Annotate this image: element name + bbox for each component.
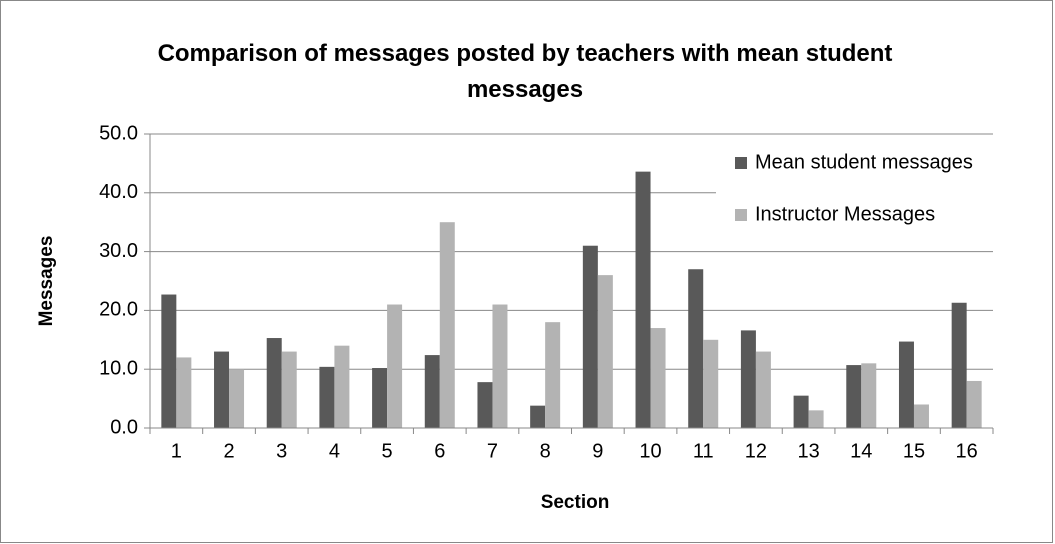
x-tick-label: 7 [487,440,498,462]
x-tick-label: 5 [382,440,393,462]
bar [582,245,598,428]
bar [229,369,245,428]
legend-label: Instructor Messages [755,203,935,225]
bar [635,171,651,428]
x-tick-label: 4 [329,440,340,462]
bar [492,304,508,428]
bar [424,355,440,428]
x-tick-label: 2 [223,440,234,462]
bar [755,351,771,428]
x-tick-label: 15 [903,440,925,462]
y-tick-label: 20.0 [99,299,138,321]
x-tick-label: 14 [850,440,872,462]
bar [913,404,929,428]
bar [545,322,561,428]
y-tick-label: 40.0 [99,181,138,203]
legend-swatch [735,209,747,221]
bar [793,395,809,428]
x-tick-label: 10 [639,440,661,462]
bar [176,357,192,428]
legend-swatch [735,157,747,169]
bar [477,382,493,428]
bar [951,302,967,428]
chart-title: Comparison of messages posted by teacher… [157,40,893,103]
bar [214,351,230,428]
legend-background [716,140,1036,240]
x-tick-label: 1 [171,440,182,462]
legend-label: Mean student messages [755,151,973,173]
bar [966,380,982,428]
x-tick-label: 3 [276,440,287,462]
bar [861,363,877,428]
bar [281,351,297,428]
bar [846,365,862,428]
x-tick-label: 9 [592,440,603,462]
y-tick-label: 50.0 [99,122,138,144]
x-tick-label: 6 [434,440,445,462]
bar [808,410,824,428]
bar [703,339,719,428]
y-tick-label: 10.0 [99,357,138,379]
bar [372,368,388,428]
y-tick-label: 30.0 [99,240,138,262]
y-tick-label: 0.0 [110,416,138,438]
x-tick-label: 16 [956,440,978,462]
x-tick-label: 11 [693,440,714,462]
x-tick-label: 12 [745,440,767,462]
bar [319,366,335,428]
bar [387,304,403,428]
bar [266,338,282,428]
bar [161,294,177,428]
bar [740,330,756,428]
x-tick-label: 8 [540,440,551,462]
bar [650,328,666,428]
bar [334,345,350,428]
bar [439,222,455,428]
y-axis-label: Messages [36,236,57,327]
bar [688,269,704,428]
x-tick-label: 13 [797,440,819,462]
bar [898,341,914,428]
bar [597,275,613,428]
x-axis-label: Section [541,492,610,513]
bar [530,405,546,428]
